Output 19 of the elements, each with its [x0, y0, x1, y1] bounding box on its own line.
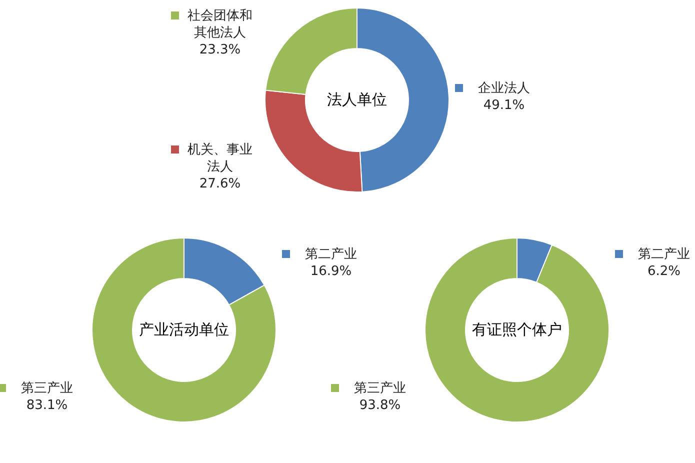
text: 产业活动单位 [138, 320, 230, 340]
legend-label: 第二产业 [304, 246, 358, 263]
donut-slice [424, 238, 610, 422]
legend-label: 第三产业 [353, 380, 407, 397]
legend-label: 社会团体和其他法人 [186, 8, 254, 42]
data-label: 93.8% [358, 397, 402, 414]
text: 法人单位 [326, 90, 388, 110]
data-label: 83.1% [25, 397, 69, 414]
data-label: 16.9% [309, 263, 353, 280]
legend-label: 第三产业 [20, 380, 74, 397]
data-label: 23.3% [198, 42, 242, 58]
data-label: 49.1% [482, 97, 526, 114]
legend-label: 第二产业 [637, 246, 691, 263]
text: 有证照个体户 [471, 320, 563, 340]
data-label: 6.2% [646, 263, 682, 280]
legend-label: 企业法人 [477, 80, 531, 98]
donut-slice [92, 238, 276, 422]
legend-label: 机关、事业法人 [186, 142, 254, 176]
data-label: 27.6% [198, 176, 242, 192]
